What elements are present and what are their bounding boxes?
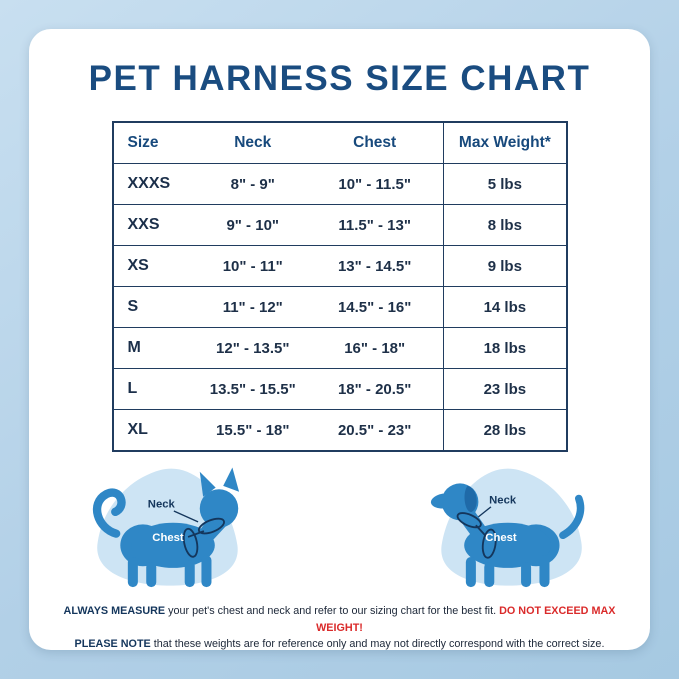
cat-chest-label: Chest [152,532,184,544]
cat-harness-illustration: Neck Chest [92,467,240,588]
neck-cell: 13.5" - 15.5" [199,368,307,410]
dog-labels: Neck Chest [477,494,517,544]
table-row: XXXS 8" - 9" 10" - 11.5" 5 lbs [112,163,567,205]
footer-line-2: PLEASE NOTE that these weights are for r… [53,636,627,653]
size-cell: XXXS [112,163,200,205]
neck-cell: 8" - 9" [199,163,307,205]
dog-neck-label: Neck [489,494,517,506]
table-header-row: Size Neck Chest Max Weight* [112,122,567,164]
max-weight-cell: 28 lbs [443,409,567,451]
size-cell: XL [127,421,148,438]
chart-card: PET HARNESS SIZE CHART Size Neck Chest M… [29,29,650,650]
cat-neck-pointer-line [173,510,199,523]
footer-always-measure: ALWAYS MEASURE [63,605,166,617]
max-weight-cell: 9 lbs [443,245,567,287]
chest-cell: 16" - 18" [306,327,444,369]
size-cell: M [112,327,200,369]
max-weight-cell: 18 lbs [443,327,567,369]
header-chest: Chest [306,122,444,164]
chest-cell: 11.5" - 13" [306,204,444,246]
header-max-weight: Max Weight* [443,122,567,164]
measurement-illustrations: Neck Chest [29,460,650,598]
footer-line2-text: that these weights are for reference onl… [150,638,605,651]
table-row: XL 15.5" - 18" 20.5" - 23" 28 lbs [113,409,567,451]
footer-max-weight-warning: DO NOT EXCEED MAX WEIGHT! [316,605,616,634]
size-cell: S [112,286,200,328]
size-table: Size Neck Chest Max Weight* XXXS 8" - 9"… [111,121,568,452]
neck-cell: 12" - 13.5" [199,327,307,369]
header-size: Size [112,122,200,164]
table-row: S 11" - 12" 14.5" - 16" 14 lbs [112,286,567,328]
size-cell: XXS [112,204,200,246]
table-row: XXS 9" - 10" 11.5" - 13" 8 lbs [112,204,567,246]
chest-cell: 18" - 20.5" [306,368,444,410]
dog-neck-pointer-line [477,506,492,518]
chest-cell: 13" - 14.5" [306,245,444,287]
max-weight-cell: 8 lbs [443,204,567,246]
neck-cell: 15.5" - 18" [216,421,290,439]
max-weight-cell: 14 lbs [443,286,567,328]
footer-line-1: ALWAYS MEASURE your pet's chest and neck… [53,603,627,636]
cat-labels: Neck Chest [148,499,199,544]
size-cell: L [112,368,200,410]
size-cell: XS [112,245,200,287]
chest-cell: 20.5" - 23" [337,421,412,439]
dog-harness-illustration: Neck Chest [430,468,585,588]
neck-cell: 10" - 11" [199,245,307,287]
dog-harness-lines [456,512,497,559]
header-neck: Neck [199,122,307,164]
dog-chest-label: Chest [485,532,517,544]
footer-line1-text: your pet's chest and neck and refer to o… [165,605,500,617]
cat-harness-lines [182,517,225,558]
cat-neck-label: Neck [148,499,176,511]
neck-cell: 11" - 12" [199,286,307,328]
footer-please-note: PLEASE NOTE [74,638,151,651]
max-weight-cell: 23 lbs [443,368,567,410]
table-row: XS 10" - 11" 13" - 14.5" 9 lbs [112,245,567,287]
chest-cell: 14.5" - 16" [306,286,444,328]
neck-cell: 9" - 10" [199,204,307,246]
max-weight-cell: 5 lbs [443,163,567,205]
table-row: M 12" - 13.5" 16" - 18" 18 lbs [112,327,567,369]
chest-cell: 10" - 11.5" [306,163,444,205]
table-row: L 13.5" - 15.5" 18" - 20.5" 23 lbs [112,368,567,410]
page-title: PET HARNESS SIZE CHART [88,59,591,98]
footer-note: ALWAYS MEASURE your pet's chest and neck… [53,603,627,653]
